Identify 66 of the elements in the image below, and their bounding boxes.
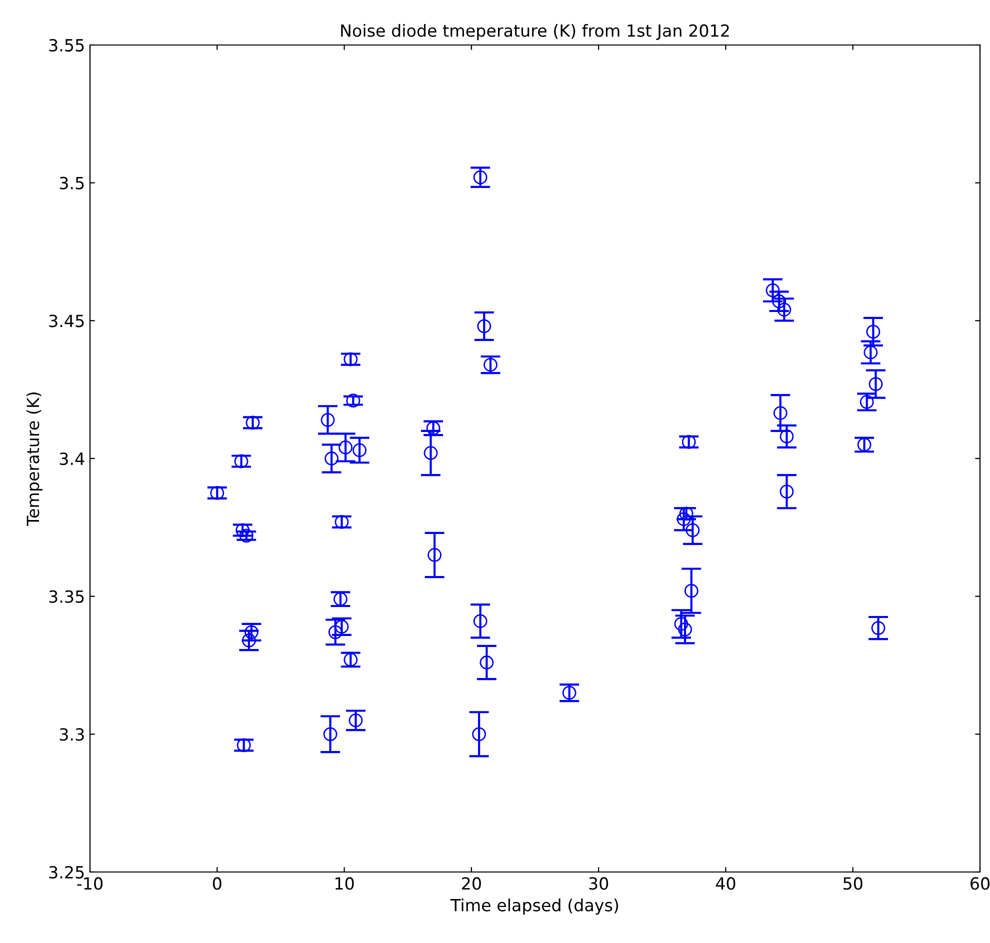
y-tick-label: 3.4 xyxy=(60,452,84,466)
point xyxy=(323,727,338,742)
point xyxy=(676,512,691,526)
x-tick-label: 40 xyxy=(716,877,736,890)
point xyxy=(424,446,438,460)
point xyxy=(334,514,349,529)
point xyxy=(338,440,352,454)
point xyxy=(857,438,872,452)
point xyxy=(860,395,874,409)
point xyxy=(344,352,358,366)
x-tick-label: 30 xyxy=(589,877,608,890)
point xyxy=(428,548,442,562)
point xyxy=(871,621,886,635)
point xyxy=(244,625,258,640)
x-tick-label: 0 xyxy=(212,877,222,890)
point xyxy=(686,523,700,538)
point xyxy=(678,622,692,636)
point xyxy=(562,686,576,700)
point xyxy=(682,435,696,449)
point xyxy=(348,713,363,728)
point xyxy=(473,614,488,628)
point xyxy=(864,345,878,360)
chart-title: Noise diode tmeperature (K) from 1st Jan 2012 xyxy=(341,24,729,40)
y-axis-title: Temperature (K) xyxy=(26,392,42,526)
point xyxy=(236,738,251,752)
x-tick-label: 20 xyxy=(462,877,481,890)
point xyxy=(766,283,780,298)
x-tick-label: -10 xyxy=(77,877,103,890)
x-tick-label: 10 xyxy=(336,877,354,890)
point xyxy=(777,302,792,317)
point xyxy=(866,324,880,339)
point xyxy=(242,633,256,648)
point xyxy=(352,443,366,458)
point xyxy=(772,294,786,308)
x-axis-title: Time elapsed (days) xyxy=(450,898,618,915)
point xyxy=(780,484,794,499)
point xyxy=(477,319,492,334)
point xyxy=(346,394,360,408)
point xyxy=(334,592,348,606)
y-tick-label: 3.45 xyxy=(49,314,84,328)
point xyxy=(239,528,254,543)
point xyxy=(472,727,486,742)
y-tick-label: 3.25 xyxy=(49,866,84,879)
point xyxy=(234,454,248,468)
point xyxy=(868,377,883,392)
y-tick-label: 3.3 xyxy=(60,728,84,741)
y-tick-label: 3.55 xyxy=(49,38,84,52)
point xyxy=(236,523,250,538)
point xyxy=(246,416,260,430)
point xyxy=(684,584,698,598)
point xyxy=(324,452,339,466)
point xyxy=(426,421,440,436)
point xyxy=(210,486,224,500)
point xyxy=(320,412,335,427)
y-tick-label: 3.35 xyxy=(49,590,84,603)
point xyxy=(674,616,688,631)
point xyxy=(344,652,358,667)
point xyxy=(480,656,494,670)
point xyxy=(473,170,488,184)
x-tick-label: 50 xyxy=(844,877,862,890)
point xyxy=(780,430,794,444)
point xyxy=(328,625,342,640)
x-tick-label: 60 xyxy=(970,877,990,890)
point xyxy=(773,406,788,420)
y-tick-label: 3.5 xyxy=(60,176,84,190)
point xyxy=(484,358,498,372)
